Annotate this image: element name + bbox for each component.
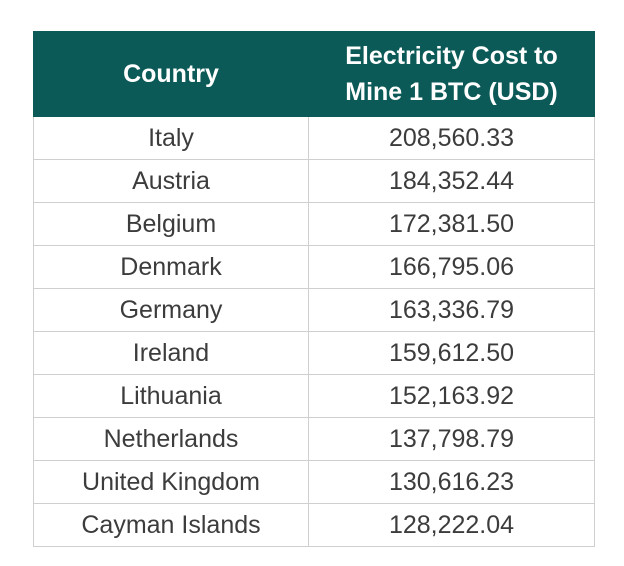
table-row: Denmark 166,795.06 (33, 245, 595, 289)
cost-cell: 159,612.50 (308, 331, 595, 375)
table-row: Ireland 159,612.50 (33, 331, 595, 375)
country-cell: Ireland (33, 331, 309, 375)
header-row: Country Electricity Cost to Mine 1 BTC (… (33, 31, 595, 117)
table-row: Cayman Islands 128,222.04 (33, 503, 595, 547)
btc-cost-table-container: Country Electricity Cost to Mine 1 BTC (… (33, 31, 595, 547)
country-cell: Lithuania (33, 374, 309, 418)
btc-cost-table: Country Electricity Cost to Mine 1 BTC (… (33, 31, 595, 547)
header-electricity-cost: Electricity Cost to Mine 1 BTC (USD) (308, 31, 595, 117)
table-header: Country Electricity Cost to Mine 1 BTC (… (33, 31, 595, 117)
country-cell: Denmark (33, 245, 309, 289)
table-row: Austria 184,352.44 (33, 159, 595, 203)
table-body: Italy 208,560.33 Austria 184,352.44 Belg… (33, 116, 595, 547)
table-row: United Kingdom 130,616.23 (33, 460, 595, 504)
cost-cell: 163,336.79 (308, 288, 595, 332)
country-cell: Italy (33, 116, 309, 160)
cost-cell: 152,163.92 (308, 374, 595, 418)
cost-cell: 172,381.50 (308, 202, 595, 246)
country-cell: Netherlands (33, 417, 309, 461)
table-row: Italy 208,560.33 (33, 116, 595, 160)
table-row: Lithuania 152,163.92 (33, 374, 595, 418)
cost-cell: 137,798.79 (308, 417, 595, 461)
cost-cell: 208,560.33 (308, 116, 595, 160)
cost-cell: 130,616.23 (308, 460, 595, 504)
table-row: Germany 163,336.79 (33, 288, 595, 332)
table-row: Netherlands 137,798.79 (33, 417, 595, 461)
cost-cell: 184,352.44 (308, 159, 595, 203)
cost-cell: 166,795.06 (308, 245, 595, 289)
country-cell: Austria (33, 159, 309, 203)
country-cell: Belgium (33, 202, 309, 246)
country-cell: Cayman Islands (33, 503, 309, 547)
cost-cell: 128,222.04 (308, 503, 595, 547)
table-row: Belgium 172,381.50 (33, 202, 595, 246)
header-country: Country (33, 31, 309, 117)
country-cell: Germany (33, 288, 309, 332)
country-cell: United Kingdom (33, 460, 309, 504)
